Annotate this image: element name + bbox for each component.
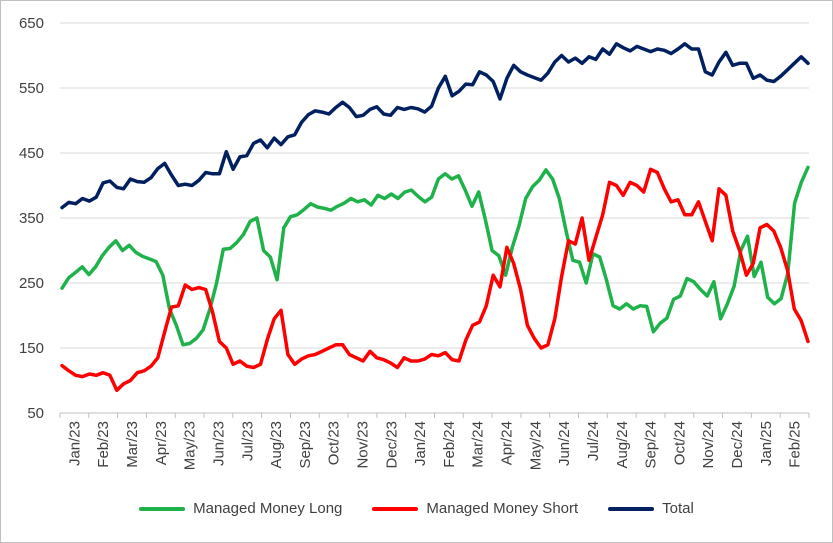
x-tick-label: Aug/23 [268,421,285,469]
legend-swatch-total [608,506,655,511]
x-tick-label: Nov/23 [354,421,371,469]
x-tick-label: Jun/24 [556,421,573,466]
x-tick-label: Jul/23 [239,421,256,461]
legend-item-long: Managed Money Long [139,500,342,517]
x-tick-label: Jan/24 [412,421,429,466]
x-tick-label: Oct/23 [326,421,343,465]
y-tick-label: 50 [27,405,44,422]
x-tick-label: Aug/24 [614,421,631,469]
legend-label-long: Managed Money Long [193,500,343,517]
legend-label-short: Managed Money Short [426,500,579,517]
x-axis: Jan/23 Feb/23 Mar/23 Apr/23 May/23 Jun/23 Jul/… [59,412,810,470]
y-tick-label: 450 [19,145,44,162]
legend-swatch-long [139,506,186,511]
y-tick-label: 250 [19,275,44,292]
y-axis-ticks: 50 150 250 350 450 550 650 [19,15,44,422]
x-tick-label: Mar/24 [470,421,487,468]
x-tick-label: Nov/24 [700,421,717,469]
x-tick-label: Sep/23 [297,421,314,469]
x-tick-label: Sep/24 [643,421,660,469]
x-tick-label: Jan/25 [758,421,775,466]
x-tick-label: Jan/23 [66,421,83,466]
legend-item-total: Total [608,500,694,517]
legend-swatch-short [372,506,419,511]
x-tick-label: Feb/25 [787,421,804,468]
series-line-total [60,42,810,210]
x-tick-label: May/24 [527,421,544,470]
series-lines [60,42,810,393]
x-tick-label: Mar/23 [124,421,141,468]
x-tick-label: Jun/23 [210,421,227,466]
legend: Managed Money Long Managed Money Short T… [0,500,833,517]
legend-item-short: Managed Money Short [372,500,578,517]
x-tick-label: Feb/24 [441,421,458,468]
x-tick-label: Oct/24 [671,421,688,465]
x-tick-label: May/23 [182,421,199,470]
y-tick-label: 550 [19,80,44,97]
x-tick-label: Apr/24 [499,421,516,465]
x-tick-label: Feb/23 [95,421,112,468]
x-tick-label: Dec/23 [383,421,400,469]
y-tick-label: 350 [19,210,44,227]
x-tick-label: Dec/24 [729,421,746,469]
y-tick-label: 650 [19,15,44,32]
x-tick-label: Apr/23 [153,421,170,465]
series-line-long [60,165,810,347]
series-line-short [60,167,810,393]
y-tick-label: 150 [19,340,44,357]
legend-label-total: Total [662,500,694,517]
x-tick-label: Jul/24 [585,421,602,461]
